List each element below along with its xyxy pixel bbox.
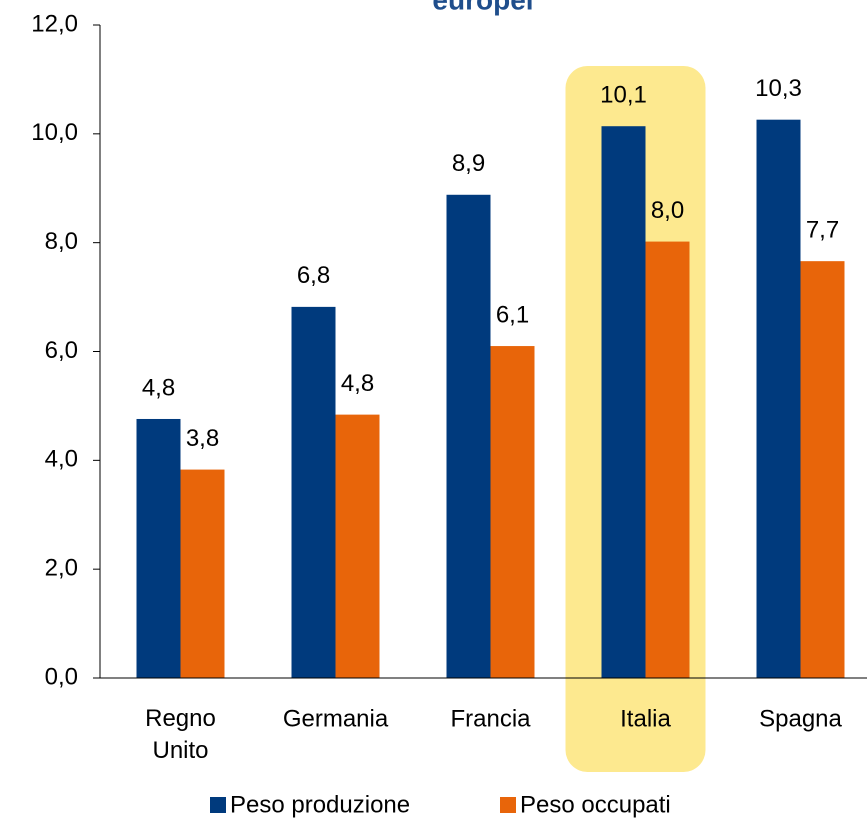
chart-title: europei (432, 0, 533, 15)
bar (490, 346, 535, 678)
x-tick-label: Francia (450, 705, 531, 732)
x-tick-label: Spagna (759, 705, 842, 732)
bar (601, 126, 646, 679)
data-label: 8,9 (452, 150, 485, 177)
legend-label: Peso occupati (520, 791, 671, 818)
legend-label: Peso produzione (230, 791, 410, 818)
data-label: 8,0 (651, 197, 684, 224)
x-tick-label: Germania (283, 705, 389, 732)
legend-swatch (500, 797, 516, 813)
y-tick-label: 12,0 (31, 10, 78, 37)
y-tick-label: 10,0 (31, 119, 78, 146)
data-label: 6,8 (297, 262, 330, 289)
data-label: 3,8 (186, 425, 219, 452)
y-tick-label: 0,0 (45, 663, 78, 690)
bar (756, 119, 801, 678)
bar (800, 261, 845, 678)
data-label: 4,8 (341, 370, 374, 397)
x-tick-label: Regno Unito (145, 705, 216, 764)
bar (645, 241, 690, 678)
data-label: 4,8 (142, 374, 175, 401)
data-label: 10,1 (600, 82, 647, 109)
data-label: 6,1 (496, 301, 529, 328)
y-tick-label: 4,0 (45, 446, 78, 473)
y-tick-label: 6,0 (45, 337, 78, 364)
y-tick-label: 8,0 (45, 228, 78, 255)
data-label: 7,7 (806, 217, 839, 244)
data-label: 10,3 (755, 75, 802, 102)
legend-swatch (210, 797, 226, 813)
bar (335, 414, 380, 678)
x-tick-label: Italia (620, 705, 671, 732)
bar (291, 306, 336, 678)
bar (446, 194, 491, 678)
bar (136, 418, 181, 678)
bar (180, 469, 225, 678)
y-tick-label: 2,0 (45, 555, 78, 582)
